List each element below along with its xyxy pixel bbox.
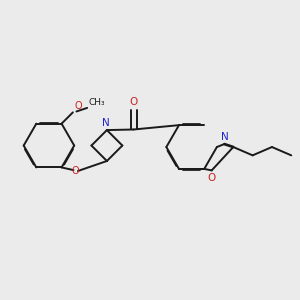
Text: O: O <box>74 101 82 111</box>
Text: N: N <box>101 118 109 128</box>
Text: N: N <box>221 132 229 142</box>
Text: O: O <box>130 97 138 107</box>
Text: CH₃: CH₃ <box>88 98 105 107</box>
Text: O: O <box>71 166 79 176</box>
Text: O: O <box>208 173 216 183</box>
